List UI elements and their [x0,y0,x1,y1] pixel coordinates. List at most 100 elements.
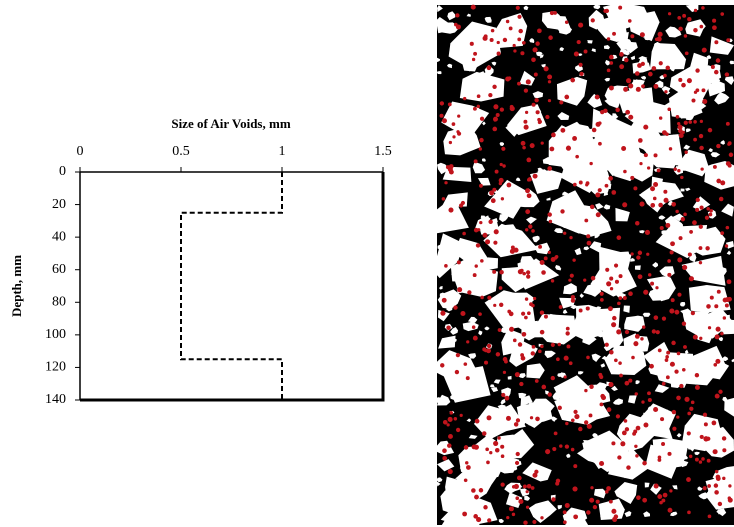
air-void [609,86,614,91]
air-void [694,9,697,12]
air-void [473,336,478,341]
air-void [532,473,537,478]
air-void [682,131,685,134]
air-void [565,503,570,508]
air-void [611,190,616,195]
y-axis-label: Depth, mm [9,255,24,317]
air-void [712,25,717,30]
air-void [525,209,530,214]
air-void [566,327,570,331]
air-void [572,136,577,141]
air-void [687,78,692,83]
air-void [681,83,686,88]
air-void [525,111,528,114]
air-void [622,202,627,207]
air-void [653,182,658,187]
air-void [635,221,640,226]
air-void [606,281,611,286]
air-void [699,225,703,229]
air-void [559,444,562,447]
air-void [506,20,509,23]
air-void [699,337,702,340]
air-void [540,516,543,519]
air-void [488,93,492,97]
air-void [650,186,655,191]
air-void [619,64,624,69]
air-void [691,98,695,102]
air-void [610,287,613,290]
air-void [599,375,603,379]
air-void [699,146,703,150]
air-void [657,494,662,499]
air-void [572,258,575,261]
air-void [711,65,715,69]
air-void [616,329,621,334]
air-void [679,384,683,388]
air-void [524,316,528,320]
x-tick-label: 1.5 [374,144,392,159]
air-void [704,436,709,441]
air-void [514,484,519,489]
air-void [682,321,686,325]
air-void [710,296,714,300]
y-tick-label: 40 [52,229,66,244]
air-void [605,184,609,188]
air-void [630,176,634,180]
air-void [573,514,578,519]
air-void [643,125,648,130]
air-void [531,57,536,62]
air-void [623,170,627,174]
air-void [609,350,613,354]
air-void [570,78,575,83]
air-void [457,287,462,292]
air-void [600,292,604,296]
air-void [456,428,460,432]
air-void [706,304,711,309]
air-void [501,147,505,151]
air-void [659,116,662,119]
air-void [713,363,717,367]
air-void [565,422,568,425]
air-void [485,448,489,452]
air-void [707,459,711,463]
aggregate-image [437,5,734,525]
air-void [664,90,667,93]
air-void [522,332,527,337]
air-void [726,161,731,166]
air-void [628,379,632,383]
air-void [648,273,651,276]
air-void [668,12,671,15]
air-void [482,347,486,351]
air-void [633,186,637,190]
air-void [578,23,583,28]
air-void [726,38,730,42]
air-void [489,190,494,195]
air-void [683,213,687,217]
air-void [464,362,468,366]
air-void [591,276,596,281]
air-void [443,420,448,425]
air-void [584,219,588,223]
air-void [589,162,592,165]
air-void [712,19,716,23]
air-void [442,298,447,303]
air-void [477,105,480,108]
air-void [497,52,501,56]
air-void [614,263,618,267]
air-void [493,241,497,245]
air-void [479,221,482,224]
air-void [466,376,470,380]
air-void [515,496,519,500]
air-void [548,99,551,102]
air-void [593,505,597,509]
air-void [662,317,666,321]
air-void [642,461,647,466]
air-void [448,434,453,439]
air-void [726,122,730,126]
air-void [560,128,565,133]
air-void [540,345,544,349]
air-void [720,231,724,235]
air-void [641,400,644,403]
air-void [676,396,681,401]
air-void [655,286,658,289]
